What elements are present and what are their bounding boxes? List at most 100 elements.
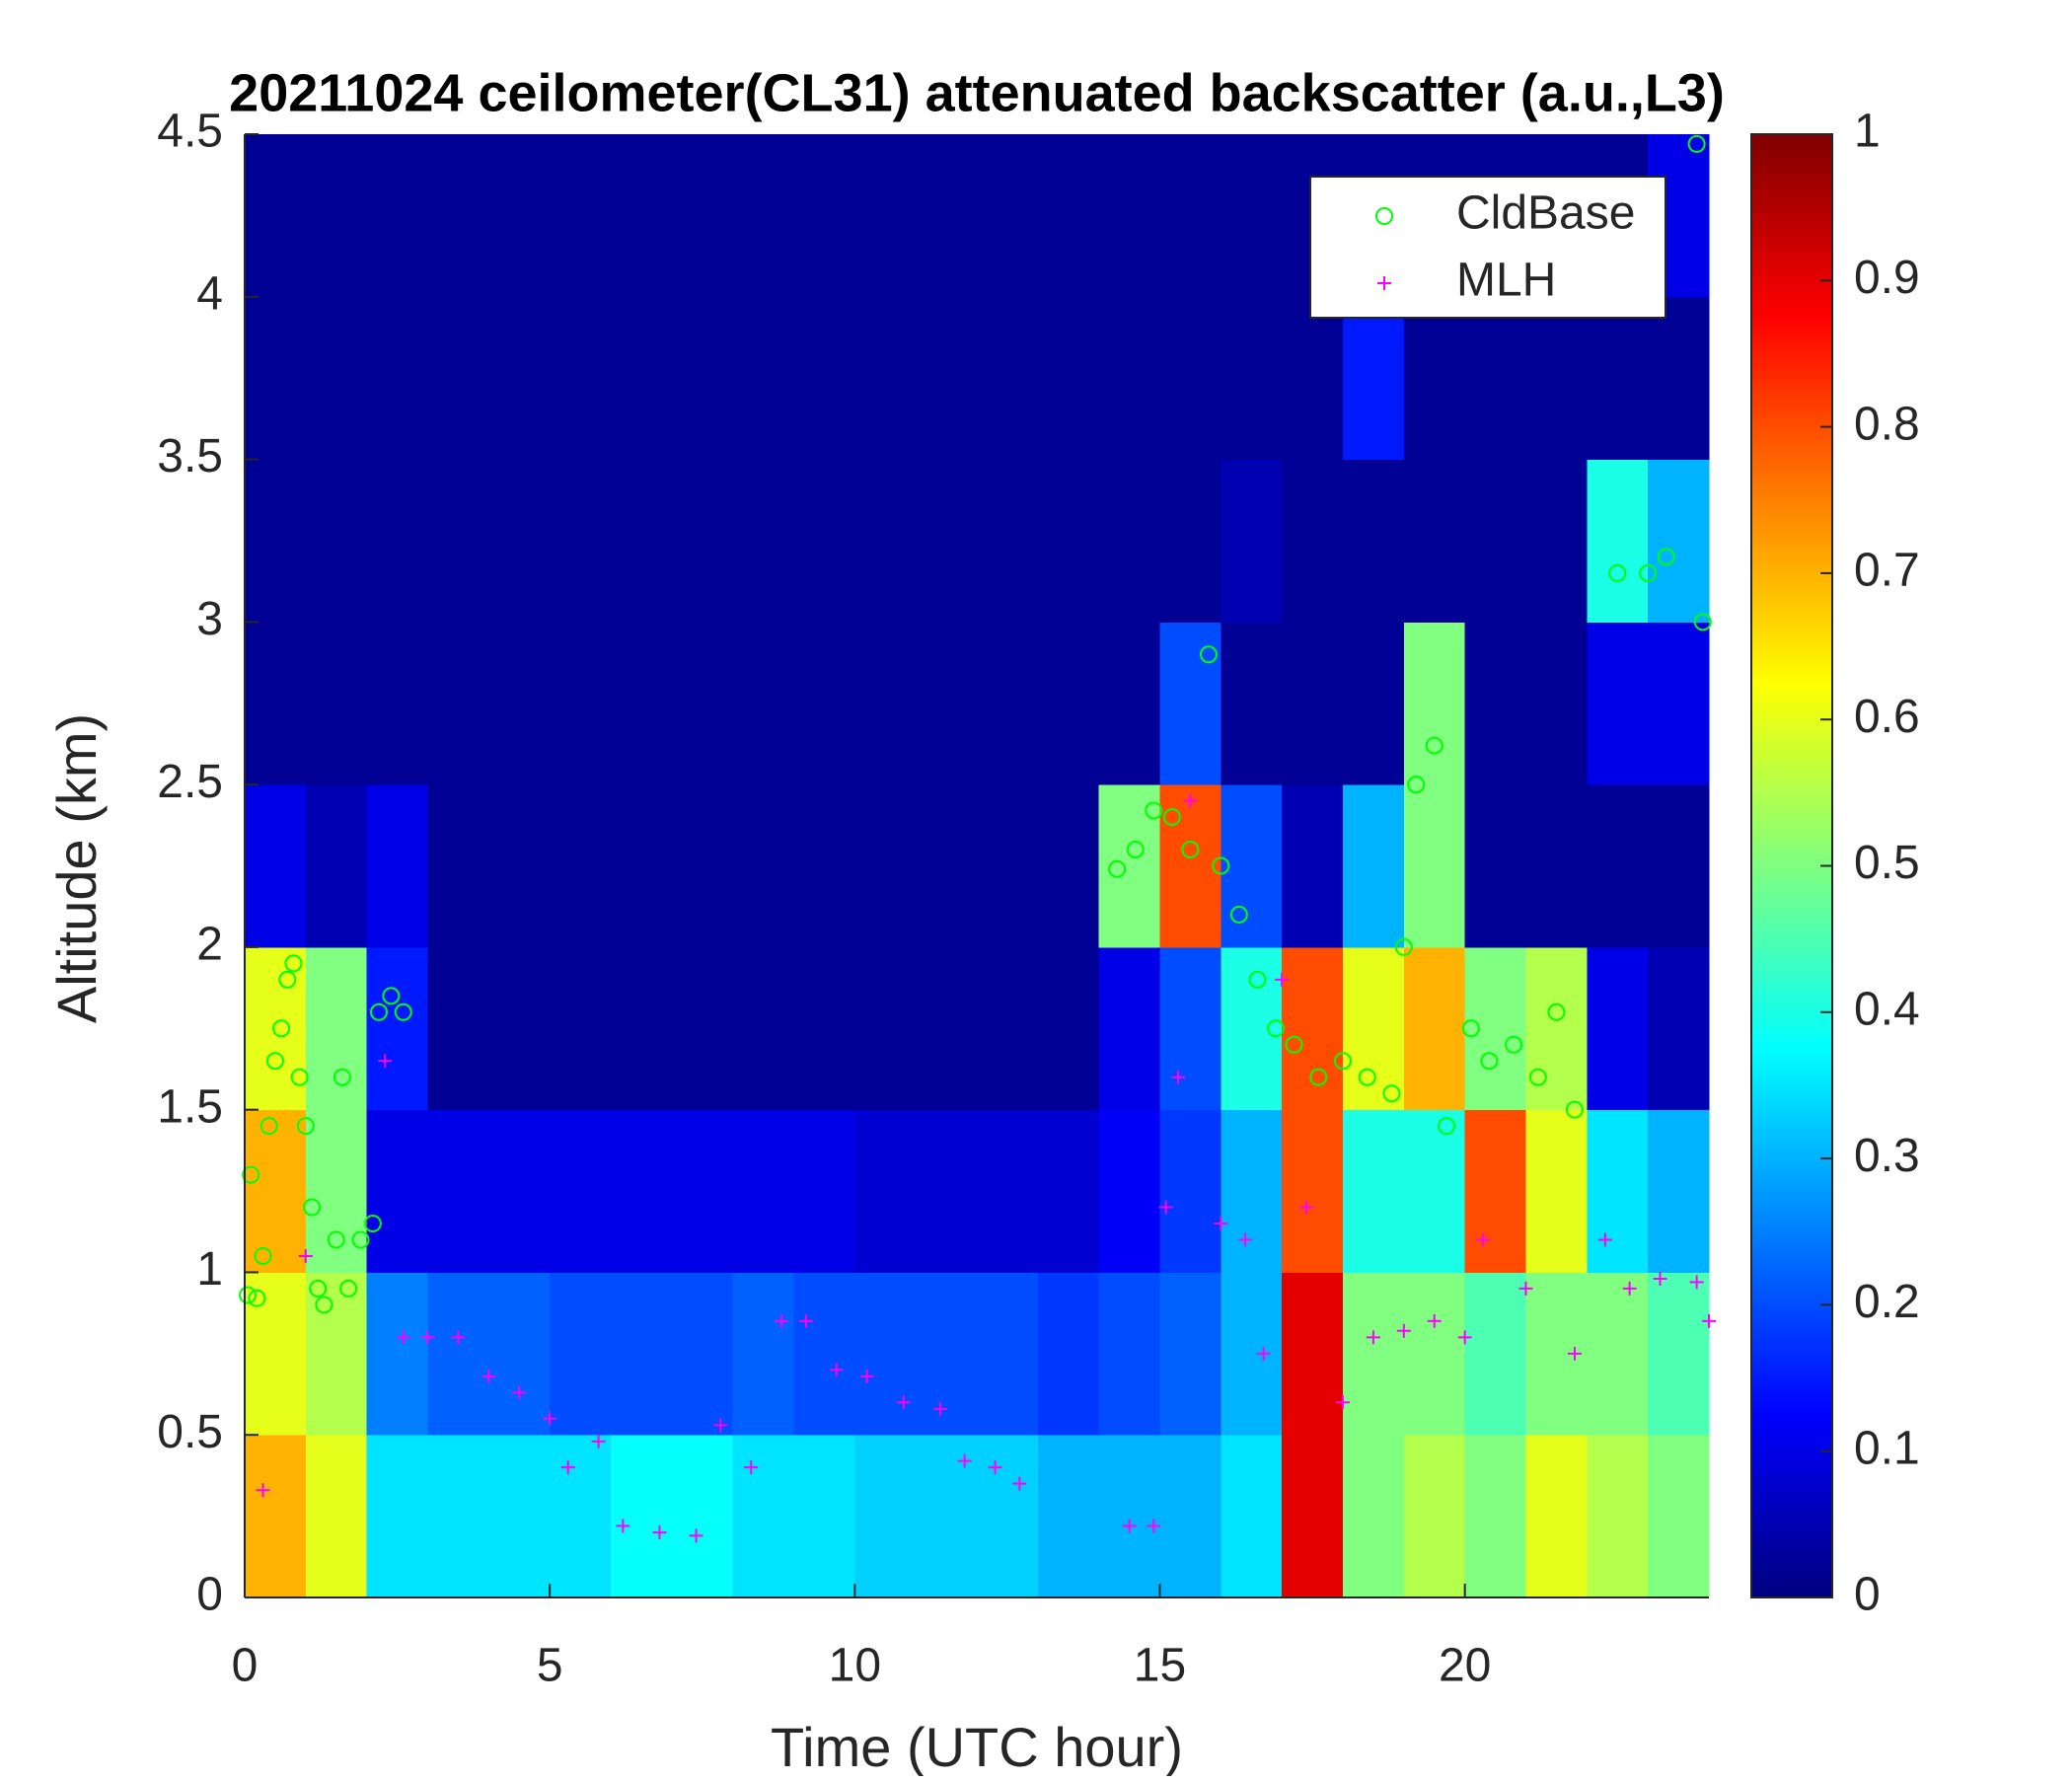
cloud-base-point [1358,1068,1376,1086]
mlh-point [1183,793,1198,808]
heatmap-cell [611,1272,673,1436]
heatmap-cell [366,459,428,623]
cloud-base-point [315,1296,333,1314]
x-tick-label: 5 [537,1640,563,1692]
mlh-point [744,1460,759,1475]
heatmap-cell [366,784,428,948]
heatmap-cell [1221,622,1283,785]
heatmap-cell [1282,296,1344,461]
heatmap-cell [1282,1272,1344,1436]
heatmap-cell [793,134,855,298]
x-tick-label: 0 [232,1640,259,1692]
cloud-base-point [1565,1100,1584,1119]
heatmap-cell [1464,1109,1526,1273]
cloud-base-point [1394,937,1413,956]
heatmap-cell [366,1109,428,1273]
chart-title: 20211024 ceilometer(CL31) attenuated bac… [229,63,1725,122]
heatmap [245,134,1710,1598]
cloud-base-point [370,1002,389,1021]
cloud-base-point [1145,801,1163,820]
mlh-point [1238,1232,1253,1247]
mlh-point [1653,1272,1667,1287]
heatmap-cell [1403,622,1466,785]
heatmap-cell [732,1435,794,1598]
heatmap-cell [1098,1435,1160,1598]
heatmap-cell [1159,134,1221,298]
heatmap-cell [1464,459,1526,623]
heatmap-cell [488,459,551,623]
heatmap-cell [1159,1272,1221,1436]
cloud-base-point [1438,1117,1456,1136]
heatmap-cell [977,1272,1039,1436]
heatmap-cell [427,784,489,948]
heatmap-cell [366,946,428,1111]
cloud-base-point [1657,548,1675,566]
heatmap-cell [671,946,734,1111]
heatmap-cell [793,1109,855,1273]
mlh-point [616,1519,630,1533]
heatmap-cell [671,296,734,461]
heatmap-cell [1037,946,1100,1111]
heatmap-cell [1587,1272,1649,1436]
cloud-base-point [259,1117,278,1136]
heatmap-cell [1464,946,1526,1111]
heatmap-cell [977,1109,1039,1273]
heatmap-cell [1587,622,1649,785]
heatmap-cell [1403,296,1466,461]
heatmap-cell [732,622,794,785]
heatmap-cell [916,784,978,948]
mlh-point [1366,1330,1380,1345]
heatmap-cell [1282,946,1344,1111]
cloud-base-point [1505,1035,1523,1054]
heatmap-cell [550,622,612,785]
colorbar-tick-label: 0.7 [1854,545,1920,597]
colorbar-tick-label: 0.3 [1854,1130,1920,1182]
mlh-point [543,1411,557,1426]
heatmap-cell [977,1435,1039,1598]
mlh-point [1567,1346,1582,1361]
heatmap-cell [488,946,551,1111]
heatmap-cell [427,1109,489,1273]
colorbar [1750,133,1833,1598]
heatmap-cell [1221,946,1283,1111]
mlh-point [1476,1232,1491,1247]
heatmap-cell [550,1435,612,1598]
mlh-point [1457,1330,1472,1345]
heatmap-cell [1037,134,1100,298]
heatmap-cell [793,946,855,1111]
heatmap-cell [245,622,307,785]
mlh-point [1622,1281,1637,1296]
mlh-point [652,1525,667,1540]
x-tick-label: 10 [829,1640,881,1692]
heatmap-cell [1282,784,1344,948]
heatmap-cell [366,134,428,298]
mlh-point [1427,1313,1442,1328]
series [239,134,1712,1314]
heatmap-cell [305,784,368,948]
heatmap-cell [550,1272,612,1436]
heatmap-cell [611,134,673,298]
cloud-base-point [394,1002,412,1021]
heatmap-cell [245,784,307,948]
heatmap-cell [611,1435,673,1598]
cloud-base-point [333,1068,351,1086]
heatmap-cell [977,622,1039,785]
heatmap-cell [1098,1272,1160,1436]
y-tick-label: 1.5 [157,1080,223,1133]
series [256,793,1716,1543]
colorbar-tick-label: 0.6 [1854,691,1920,743]
cloud-base-point [242,1165,260,1184]
heatmap-cell [1098,946,1160,1111]
heatmap-cell [793,296,855,461]
heatmap-cell [1159,459,1221,623]
heatmap-cell [1098,784,1160,948]
heatmap-cell [1464,296,1526,461]
heatmap-cell [1587,784,1649,948]
cloud-base-point [1639,563,1658,582]
heatmap-cell [1525,1109,1588,1273]
heatmap-cell [1648,946,1710,1111]
heatmap-cell [1464,622,1526,785]
heatmap-cell [305,459,368,623]
cloud-base-point [1212,856,1230,875]
